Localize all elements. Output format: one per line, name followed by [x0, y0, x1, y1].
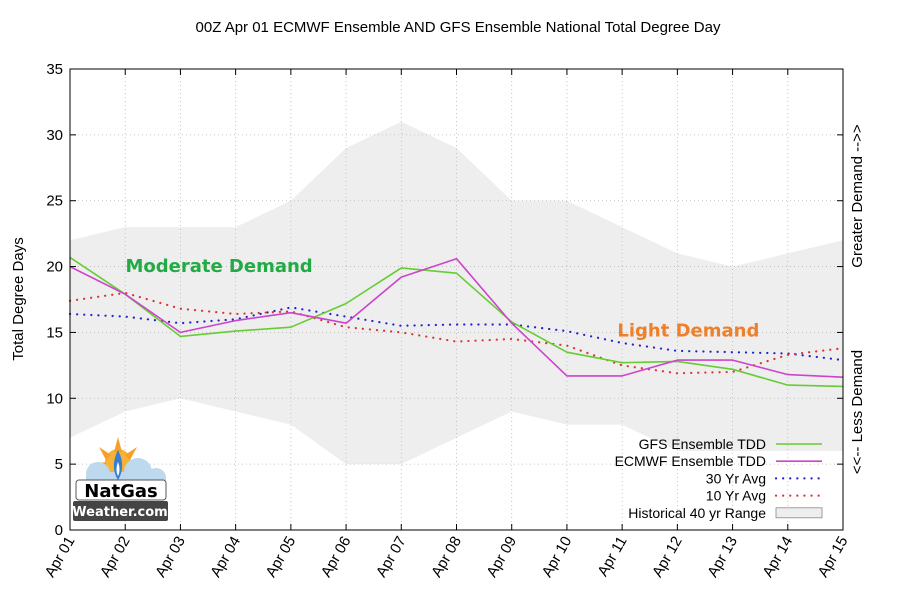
series-line-30-yr-avg	[68, 306, 845, 362]
x-tick-label: Apr 07	[373, 534, 410, 581]
y-tick-label: 30	[46, 127, 63, 144]
x-tick-label: Apr 13	[704, 534, 741, 581]
x-tick-label: Apr 08	[428, 534, 465, 581]
y-tick-label: 10	[46, 390, 63, 407]
legend-label: GFS Ensemble TDD	[639, 436, 766, 452]
logo-text-natgas: NatGas	[84, 481, 157, 502]
x-tick-label: Apr 06	[318, 534, 355, 581]
y-tick-label: 20	[46, 259, 63, 276]
x-tick-label: Apr 01	[42, 534, 79, 581]
annotation-light-demand: Light Demand	[617, 320, 759, 341]
legend-label: 30 Yr Avg	[706, 470, 766, 486]
legend-label: ECMWF Ensemble TDD	[615, 453, 766, 469]
y-axis-label: Total Degree Days	[10, 237, 27, 360]
logo-flame-icon	[113, 450, 123, 480]
x-tick-label: Apr 11	[594, 534, 630, 580]
x-tick-label: Apr 05	[262, 534, 299, 581]
y-tick-label: 0	[55, 522, 63, 539]
y-tick-label: 25	[46, 193, 63, 210]
logo-text-weather: Weather.com	[72, 505, 167, 520]
y-tick-label: 5	[55, 456, 63, 473]
legend-label: Historical 40 yr Range	[628, 505, 766, 521]
y2-label-less: <<-- Less Demand	[849, 350, 866, 474]
x-tick-label: Apr 12	[649, 534, 686, 581]
x-tick-label: Apr 15	[815, 534, 852, 581]
legend-label: 10 Yr Avg	[706, 488, 766, 504]
x-tick-label: Apr 03	[152, 534, 189, 581]
natgasweather-logo: NatGas Weather.com	[72, 437, 168, 521]
y2-label-greater: Greater Demand -->>	[849, 124, 866, 268]
series-line-gfs-ensemble-tdd	[69, 256, 844, 388]
annotation-moderate-demand: Moderate Demand	[125, 256, 312, 277]
legend-swatch-band	[775, 507, 823, 519]
x-tick-label: Apr 09	[483, 534, 520, 581]
x-tick-label: Apr 02	[97, 534, 134, 581]
x-tick-label: Apr 14	[759, 534, 796, 581]
x-tick-label: Apr 04	[207, 534, 244, 581]
historical-range-band	[70, 121, 843, 465]
x-tick-label: Apr 10	[539, 534, 576, 581]
y-tick-label: 35	[46, 61, 63, 78]
chart-title: 00Z Apr 01 ECMWF Ensemble AND GFS Ensemb…	[196, 19, 721, 36]
y-tick-label: 15	[46, 324, 63, 341]
series-line-ecmwf-ensemble-tdd	[69, 257, 844, 378]
